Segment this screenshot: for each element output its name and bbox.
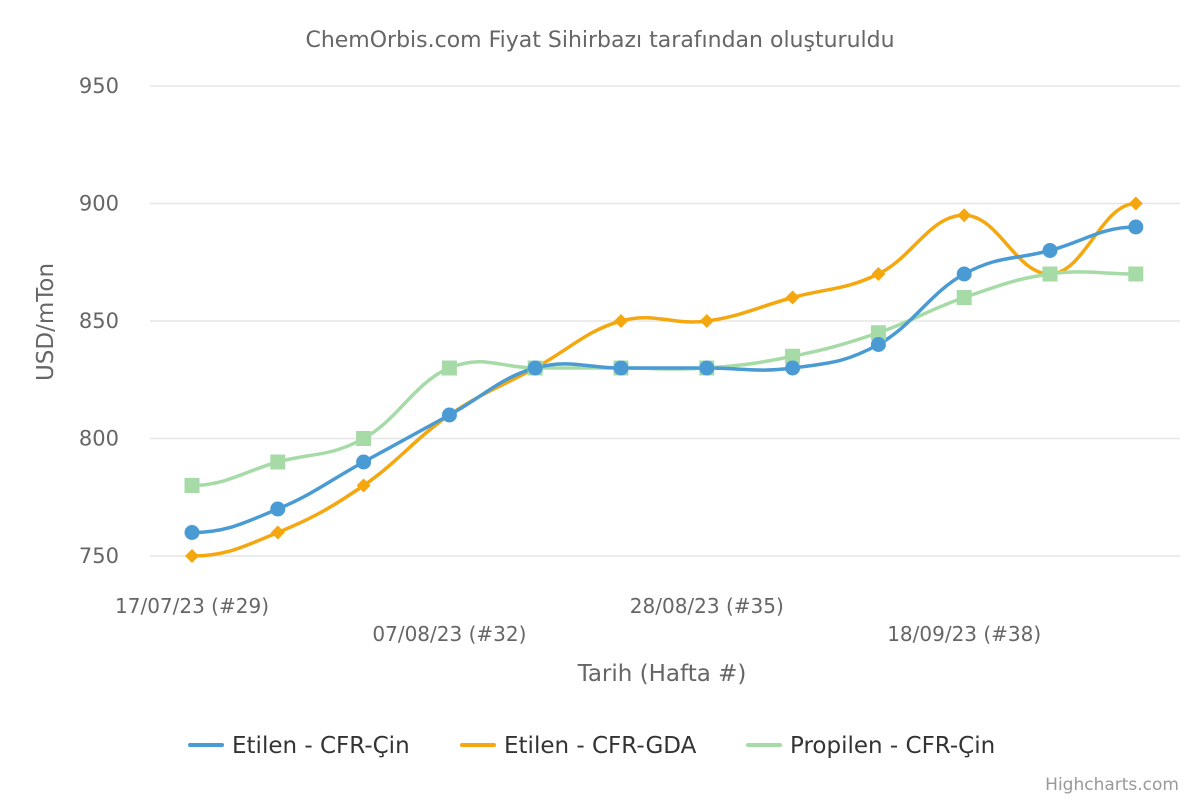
data-point[interactable] [441, 360, 457, 376]
data-point[interactable] [184, 478, 200, 493]
legend-item[interactable]: Etilen - CFR-Çin [188, 733, 410, 759]
series-line-1[interactable] [190, 225, 1138, 535]
series-markers [184, 196, 1144, 563]
y-tick-label: 900 [79, 192, 119, 216]
data-point[interactable] [356, 431, 372, 446]
legend-item[interactable]: Etilen - CFR-GDA [460, 733, 697, 759]
data-point[interactable] [957, 208, 972, 223]
series-line-3[interactable] [190, 270, 1138, 488]
y-axis-title: USD/mTon [33, 263, 59, 381]
credits-link[interactable]: Highcharts.com [1045, 775, 1179, 795]
y-axis-ticks: 750 800 850 900 950 [79, 74, 119, 568]
series-markers-3 [184, 266, 1144, 493]
legend-label: Propilen - CFR-Çin [790, 733, 995, 759]
data-point[interactable] [785, 348, 801, 364]
data-point[interactable] [1042, 243, 1058, 258]
data-point[interactable] [870, 337, 886, 352]
y-tick-label: 950 [79, 74, 119, 98]
data-point[interactable] [956, 266, 972, 282]
data-point[interactable] [1042, 266, 1058, 282]
data-point[interactable] [613, 360, 629, 376]
y-tick-label: 850 [79, 309, 119, 333]
x-tick-label: 17/07/23 (#29) [115, 594, 269, 618]
data-point[interactable] [527, 360, 543, 376]
data-point[interactable] [441, 407, 457, 423]
chart-subtitle: ChemOrbis.com Fiyat Sihirbazı tarafından… [305, 28, 894, 53]
series-markers-1 [184, 219, 1144, 540]
x-axis-title: Tarih (Hafta #) [577, 661, 747, 687]
legend-label: Etilen - CFR-Çin [232, 733, 410, 759]
data-point[interactable] [785, 290, 800, 305]
legend-item[interactable]: Propilen - CFR-Çin [746, 733, 995, 759]
data-point[interactable] [184, 525, 200, 540]
data-point[interactable] [614, 314, 628, 328]
x-axis-ticks: 17/07/23 (#29) 07/08/23 (#32) 28/08/23 (#3… [115, 594, 1041, 646]
x-tick-label: 18/09/23 (#38) [887, 622, 1041, 646]
data-point[interactable] [871, 267, 886, 281]
data-point[interactable] [699, 314, 714, 328]
series-line-2[interactable] [190, 201, 1138, 558]
data-point[interactable] [1128, 219, 1144, 235]
legend[interactable]: Etilen - CFR-Çin Etilen - CFR-GDA Propilen… [188, 733, 995, 759]
data-point[interactable] [870, 325, 886, 341]
data-point[interactable] [1128, 266, 1144, 282]
data-point[interactable] [699, 360, 715, 376]
data-point[interactable] [956, 290, 972, 305]
series-lines [190, 201, 1138, 558]
x-tick-label: 07/08/23 (#32) [372, 622, 526, 646]
y-tick-label: 800 [79, 427, 119, 451]
data-point[interactable] [356, 478, 371, 493]
data-point[interactable] [270, 525, 285, 540]
data-point[interactable] [270, 454, 286, 470]
data-point[interactable] [270, 501, 286, 517]
data-point[interactable] [785, 360, 801, 376]
data-point[interactable] [356, 454, 372, 470]
x-tick-label: 28/08/23 (#35) [630, 594, 784, 618]
data-point[interactable] [1128, 196, 1143, 211]
y-tick-label: 750 [79, 544, 119, 568]
legend-label: Etilen - CFR-GDA [504, 733, 697, 759]
data-point[interactable] [185, 549, 199, 563]
